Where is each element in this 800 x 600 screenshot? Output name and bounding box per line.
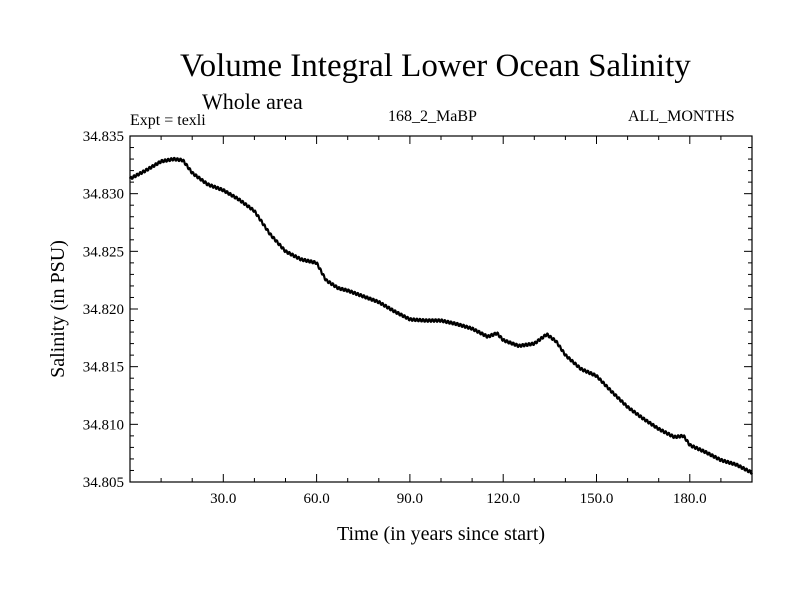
run-label: 168_2_MaBP: [388, 108, 477, 125]
y-tick-label: 34.810: [83, 417, 124, 433]
tick-layer: 30.0 60.0 90.0 120.0 150.0 180.0 34.805 34.810 3…: [83, 129, 752, 507]
chart-title: Volume Integral Lower Ocean Salinity: [180, 48, 691, 84]
x-tick-label: 90.0: [397, 491, 423, 507]
y-axis-label: Salinity (in PSU): [47, 240, 69, 378]
salinity-series-line: [128, 156, 753, 475]
y-tick-label: 34.815: [83, 360, 124, 376]
y-tick-label: 34.830: [83, 187, 124, 203]
months-label: ALL_MONTHS: [628, 108, 735, 125]
x-axis-label: Time (in years since start): [337, 523, 545, 545]
x-tick-label: 60.0: [303, 491, 329, 507]
experiment-label: Expt = texli: [130, 112, 206, 129]
x-tick-label: 180.0: [673, 491, 707, 507]
y-tick-label: 34.820: [83, 302, 124, 318]
x-tick-label: 30.0: [210, 491, 236, 507]
y-tick-label: 34.805: [83, 475, 124, 491]
x-tick-label: 150.0: [580, 491, 614, 507]
x-tick-label: 120.0: [486, 491, 520, 507]
y-tick-label: 34.825: [83, 244, 124, 260]
y-tick-label: 34.835: [83, 129, 124, 145]
chart-subtitle: Whole area: [202, 89, 303, 114]
